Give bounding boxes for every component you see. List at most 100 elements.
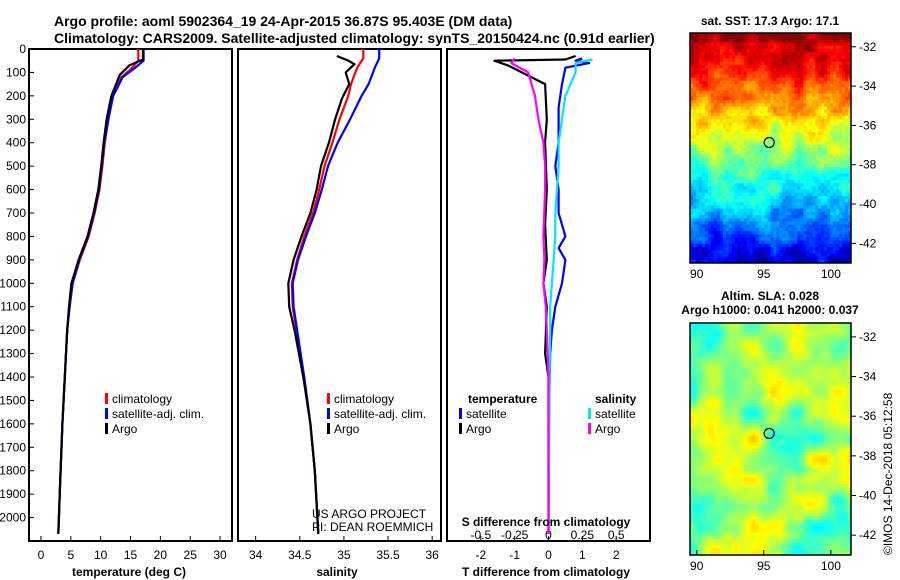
heatmap-cell — [713, 243, 718, 248]
heatmap-cell — [725, 329, 730, 334]
heatmap-cell — [803, 374, 807, 379]
heatmap-cell — [785, 36, 789, 40]
heatmap-cell — [743, 119, 748, 123]
heatmap-cell — [752, 141, 756, 146]
heatmap-cell — [803, 52, 807, 56]
heatmap-cell — [845, 106, 849, 111]
heatmap-cell — [722, 368, 727, 372]
heatmap-cell — [791, 74, 795, 79]
heatmap-cell — [755, 77, 759, 82]
heatmap-cell — [794, 224, 798, 229]
heatmap-cell — [794, 74, 798, 79]
heatmap-cell — [797, 345, 801, 350]
heatmap-cell — [794, 183, 798, 187]
heatmap-cell — [764, 122, 768, 127]
heatmap-cell — [794, 256, 798, 261]
heatmap-cell — [824, 154, 828, 158]
heatmap-cell — [692, 221, 697, 226]
heatmap-cell — [710, 64, 715, 69]
heatmap-cell — [797, 361, 801, 366]
heatmap-cell — [827, 103, 831, 107]
heatmap-cell — [782, 109, 786, 114]
heatmap-cell — [731, 227, 736, 232]
heatmap-cell — [764, 33, 768, 37]
heatmap-cell — [695, 167, 700, 171]
heatmap-cell — [719, 215, 724, 219]
heatmap-cell — [821, 259, 825, 263]
heatmap-cell — [836, 250, 840, 254]
heatmap-cell — [809, 144, 813, 149]
legend-label-argo: Argo — [112, 422, 138, 436]
heatmap-cell — [776, 179, 780, 184]
heatmap-cell — [758, 199, 762, 203]
heatmap-cell — [728, 170, 733, 174]
heatmap-cell — [690, 202, 694, 206]
heatmap-cell — [830, 64, 834, 69]
heatmap-cell — [767, 253, 771, 258]
heatmap-cell — [776, 148, 780, 152]
heatmap-cell — [752, 335, 756, 340]
heatmap-cell — [722, 176, 727, 181]
heatmap-cell — [785, 342, 789, 346]
heatmap-cell — [788, 157, 792, 162]
heatmap-cell — [845, 39, 849, 43]
heatmap-cell — [758, 342, 762, 346]
heatmap-cell — [713, 323, 718, 327]
heatmap-cell — [818, 326, 822, 330]
heatmap-cell — [818, 58, 822, 63]
heatmap-cell — [734, 61, 739, 66]
depth-tick-label: 200 — [6, 89, 26, 103]
heatmap-cell — [704, 326, 709, 330]
heatmap-cell — [848, 189, 851, 194]
heatmap-cell — [734, 87, 739, 91]
heatmap-cell — [737, 215, 742, 219]
heatmap-cell — [743, 348, 748, 353]
heatmap-cell — [800, 160, 804, 165]
heatmap-cell — [836, 48, 840, 53]
heatmap-cell — [690, 167, 694, 171]
heatmap-cell — [848, 36, 851, 40]
heatmap-cell — [725, 135, 730, 139]
heatmap-cell — [710, 96, 715, 101]
heatmap-cell — [839, 163, 843, 168]
heatmap-cell — [713, 90, 718, 95]
heatmap-cell — [770, 227, 774, 232]
heatmap-cell — [833, 361, 837, 366]
heatmap-cell — [695, 176, 700, 181]
depth-tick-label: 2000 — [0, 511, 26, 525]
heatmap-cell — [770, 148, 774, 152]
heatmap-cell — [809, 332, 813, 337]
heatmap-cell — [809, 90, 813, 95]
heatmap-cell — [767, 342, 771, 346]
heatmap-cell — [716, 218, 721, 222]
heatmap-cell — [812, 374, 816, 379]
heatmap-cell — [809, 138, 813, 143]
heatmap-cell — [740, 247, 745, 251]
heatmap-cell — [809, 221, 813, 226]
heatmap-cell — [692, 77, 697, 82]
heatmap-cell — [764, 332, 768, 337]
heatmap-cell — [830, 253, 834, 258]
heatmap-cell — [740, 77, 745, 82]
heatmap-cell — [776, 183, 780, 187]
heatmap-cell — [728, 100, 733, 104]
heatmap-cell — [767, 221, 771, 226]
heatmap-cell — [782, 221, 786, 226]
heatmap-cell — [779, 253, 783, 258]
heatmap-cell — [782, 77, 786, 82]
heatmap-cell — [704, 192, 709, 197]
heatmap-cell — [785, 48, 789, 53]
heatmap-cell — [764, 45, 768, 50]
heatmap-cell — [701, 48, 706, 53]
heatmap-cell — [815, 339, 819, 343]
heatmap-cell — [803, 151, 807, 155]
heatmap-cell — [809, 326, 813, 330]
heatmap-cell — [731, 348, 736, 353]
heatmap-cell — [848, 144, 851, 149]
heatmap-cell — [755, 323, 759, 327]
heatmap-cell — [791, 205, 795, 210]
heatmap-cell — [794, 128, 798, 133]
heatmap-cell — [833, 179, 837, 184]
heatmap-cell — [791, 119, 795, 123]
heatmap-cell — [716, 45, 721, 50]
